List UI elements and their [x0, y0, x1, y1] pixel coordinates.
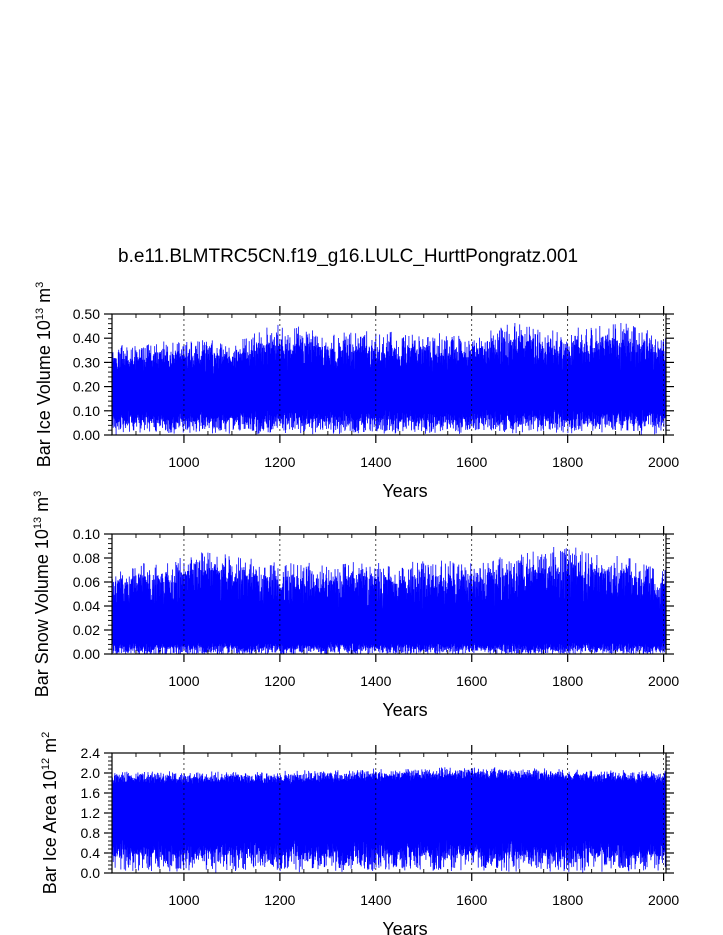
y-tick-label: 0.30 [73, 354, 100, 370]
series-line-bar-snow-volume [112, 547, 666, 654]
panels: 1000 1200 1400 1600 1800 2000 0.00 0.10 0.20 0.30… [32, 282, 679, 935]
x-tick-label: 2000 [648, 673, 679, 689]
y-tick-label: 0.50 [73, 306, 100, 322]
y-tick-label: 0.10 [73, 403, 100, 419]
x-tick-label: 1600 [456, 892, 487, 908]
y-tick-label: 2.0 [81, 765, 101, 781]
plot-frame [111, 533, 667, 655]
series-line-bar-ice-volume [112, 322, 666, 435]
x-tick-label: 1600 [456, 454, 487, 470]
plot-frame [111, 313, 667, 436]
x-tick-label: 1800 [552, 892, 583, 908]
x-tick-label: 1000 [168, 673, 199, 689]
y-axis-title-exponent: 12 [40, 758, 52, 770]
y-tick-label: 0.00 [73, 646, 100, 662]
x-tick-label: 2000 [648, 892, 679, 908]
x-axis-title: Years [382, 481, 427, 501]
y-tick-label: 0.4 [81, 845, 101, 861]
panel-bar-ice-volume: 1000 1200 1400 1600 1800 2000 0.00 0.10 0.20 0.30… [34, 282, 679, 501]
panel-bar-snow-volume: 1000 1200 1400 1600 1800 2000 0.00 0.02 0.04 0.06… [32, 491, 679, 720]
y-axis-title-exponent: 13 [32, 517, 44, 529]
y-axis-title-unit-exponent: 2 [40, 732, 52, 738]
y-axis-title-exponent: 13 [34, 308, 46, 320]
y-tick-label: 0.08 [73, 550, 100, 566]
y-tick-label: 0.8 [81, 825, 101, 841]
y-tick-label: 0.06 [73, 574, 100, 590]
y-axis-title: Bar Ice Area 1012 m2 [40, 732, 60, 894]
x-tick-label: 1400 [360, 892, 391, 908]
y-axis-title-main: Bar Snow Volume 10 [32, 529, 52, 697]
y-axis-title-unit-exponent: 3 [32, 491, 44, 497]
panel-bar-ice-area: 1000 1200 1400 1600 1800 2000 0.0 0.4 0.8 1.2 1.6 2… [40, 732, 679, 935]
y-tick-label: 0.02 [73, 622, 100, 638]
x-tick-label: 1200 [264, 454, 295, 470]
x-tick-label: 1000 [168, 892, 199, 908]
x-tick-label: 1800 [552, 673, 583, 689]
y-tick-label: 2.4 [81, 745, 101, 761]
y-axis-title: Bar Snow Volume 1013 m3 [32, 491, 52, 697]
y-axis-title-unit: m [32, 497, 52, 517]
x-tick-label: 2000 [648, 454, 679, 470]
y-tick-label: 0.04 [73, 598, 100, 614]
x-tick-label: 1200 [264, 892, 295, 908]
x-tick-label: 1400 [360, 673, 391, 689]
x-tick-label: 1800 [552, 454, 583, 470]
y-axis-title-unit: m [34, 288, 54, 308]
y-tick-label: 0.40 [73, 330, 100, 346]
y-axis-title-unit-exponent: 3 [34, 282, 46, 288]
y-tick-label: 0.20 [73, 379, 100, 395]
figure-title: b.e11.BLMTRC5CN.f19_g16.LULC_HurttPongra… [118, 246, 578, 267]
x-tick-label: 1400 [360, 454, 391, 470]
y-axis-title-main: Bar Ice Area 10 [40, 770, 60, 894]
y-tick-label: 1.6 [81, 785, 101, 801]
y-axis-title-main: Bar Ice Volume 10 [34, 320, 54, 467]
x-axis-title: Years [382, 919, 427, 935]
y-tick-label: 1.2 [81, 805, 101, 821]
series-line-bar-ice-area [112, 767, 666, 873]
y-axis-title-unit: m [40, 738, 60, 758]
y-tick-label: 0.10 [73, 526, 100, 542]
x-tick-label: 1200 [264, 673, 295, 689]
x-axis-title: Years [382, 700, 427, 720]
x-tick-label: 1000 [168, 454, 199, 470]
y-axis-title: Bar Ice Volume 1013 m3 [34, 282, 54, 467]
y-tick-label: 0.0 [81, 865, 101, 881]
x-tick-label: 1600 [456, 673, 487, 689]
y-tick-label: 0.00 [73, 427, 100, 443]
